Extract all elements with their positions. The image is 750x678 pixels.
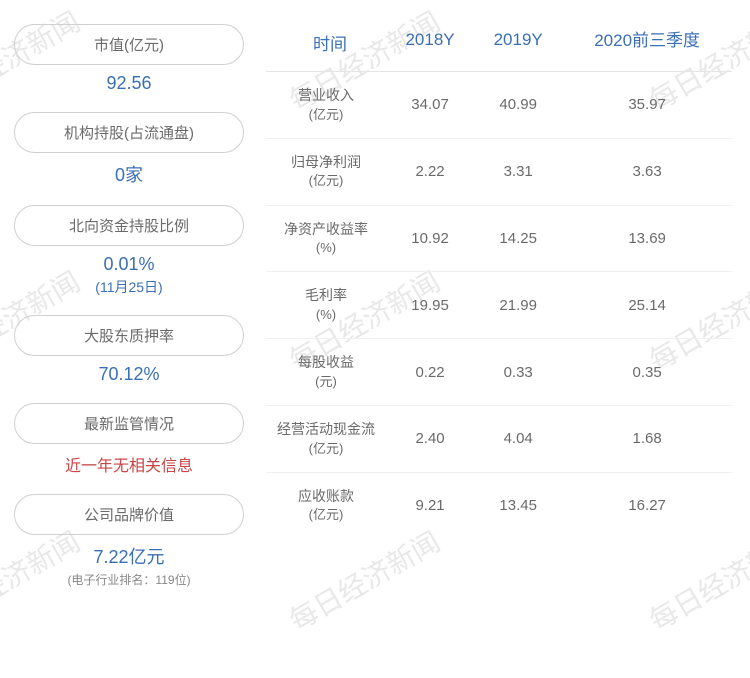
right-panel: 时间 2018Y 2019Y 2020前三季度 营业收入(亿元) 34.07 4…	[258, 18, 732, 660]
market-cap-label: 市值(亿元)	[14, 24, 244, 65]
table-row: 营业收入(亿元) 34.07 40.99 35.97	[266, 72, 732, 139]
value-cell: 3.63	[562, 138, 732, 205]
metric-cell: 应收账款(亿元)	[266, 472, 386, 538]
inst-holding-value: 0家	[14, 161, 244, 187]
metric-cell: 每股收益(元)	[266, 339, 386, 406]
metric-name: 毛利率	[272, 286, 380, 306]
metric-unit: (%)	[272, 239, 380, 257]
left-panel: 市值(亿元) 92.56 机构持股(占流通盘) 0家 北向资金持股比例 0.01…	[0, 18, 258, 660]
northbound-number: 0.01%	[14, 254, 244, 275]
market-cap-number: 92.56	[14, 73, 244, 94]
table-row: 经营活动现金流(亿元) 2.40 4.04 1.68	[266, 405, 732, 472]
metric-cell: 营业收入(亿元)	[266, 72, 386, 139]
table-row: 每股收益(元) 0.22 0.33 0.35	[266, 339, 732, 406]
metric-unit: (元)	[272, 373, 380, 391]
col-2018: 2018Y	[386, 18, 474, 72]
regulation-text: 近一年无相关信息	[14, 452, 244, 476]
value-cell: 25.14	[562, 272, 732, 339]
value-cell: 13.45	[474, 472, 562, 538]
metric-name: 净资产收益率	[272, 220, 380, 240]
main-container: 市值(亿元) 92.56 机构持股(占流通盘) 0家 北向资金持股比例 0.01…	[0, 0, 750, 678]
col-2020q3: 2020前三季度	[562, 18, 732, 72]
metric-unit: (亿元)	[272, 172, 380, 190]
value-cell: 0.33	[474, 339, 562, 406]
metric-unit: (亿元)	[272, 506, 380, 524]
pledge-value: 70.12%	[14, 364, 244, 385]
value-cell: 10.92	[386, 205, 474, 272]
col-time: 时间	[266, 18, 386, 72]
metric-name: 归母净利润	[272, 153, 380, 173]
metric-cell: 经营活动现金流(亿元)	[266, 405, 386, 472]
value-cell: 35.97	[562, 72, 732, 139]
value-cell: 19.95	[386, 272, 474, 339]
value-cell: 2.40	[386, 405, 474, 472]
value-cell: 14.25	[474, 205, 562, 272]
northbound-label: 北向资金持股比例	[14, 205, 244, 246]
col-2019: 2019Y	[474, 18, 562, 72]
metric-cell: 净资产收益率(%)	[266, 205, 386, 272]
brand-value: 7.22亿元 (电子行业排名：119位)	[14, 543, 244, 588]
pledge-number: 70.12%	[14, 364, 244, 385]
financials-table: 时间 2018Y 2019Y 2020前三季度 营业收入(亿元) 34.07 4…	[266, 18, 732, 538]
table-row: 毛利率(%) 19.95 21.99 25.14	[266, 272, 732, 339]
brand-number: 7.22亿元	[14, 543, 244, 569]
value-cell: 40.99	[474, 72, 562, 139]
brand-rank: (电子行业排名：119位)	[14, 571, 244, 588]
northbound-value: 0.01% (11月25日)	[14, 254, 244, 297]
value-cell: 13.69	[562, 205, 732, 272]
metric-name: 营业收入	[272, 86, 380, 106]
value-cell: 16.27	[562, 472, 732, 538]
value-cell: 0.22	[386, 339, 474, 406]
value-cell: 21.99	[474, 272, 562, 339]
value-cell: 3.31	[474, 138, 562, 205]
metric-unit: (%)	[272, 306, 380, 324]
value-cell: 9.21	[386, 472, 474, 538]
inst-holding-number: 0家	[14, 161, 244, 187]
market-cap-value: 92.56	[14, 73, 244, 94]
regulation-label: 最新监管情况	[14, 403, 244, 444]
regulation-value: 近一年无相关信息	[14, 452, 244, 476]
inst-holding-label: 机构持股(占流通盘)	[14, 112, 244, 153]
metric-unit: (亿元)	[272, 106, 380, 124]
table-row: 净资产收益率(%) 10.92 14.25 13.69	[266, 205, 732, 272]
metric-cell: 归母净利润(亿元)	[266, 138, 386, 205]
metric-cell: 毛利率(%)	[266, 272, 386, 339]
pledge-label: 大股东质押率	[14, 315, 244, 356]
value-cell: 0.35	[562, 339, 732, 406]
metric-name: 应收账款	[272, 487, 380, 507]
value-cell: 1.68	[562, 405, 732, 472]
metric-name: 经营活动现金流	[272, 420, 380, 440]
table-row: 应收账款(亿元) 9.21 13.45 16.27	[266, 472, 732, 538]
metric-name: 每股收益	[272, 353, 380, 373]
value-cell: 2.22	[386, 138, 474, 205]
table-body: 营业收入(亿元) 34.07 40.99 35.97 归母净利润(亿元) 2.2…	[266, 72, 732, 539]
value-cell: 4.04	[474, 405, 562, 472]
northbound-date: (11月25日)	[14, 277, 244, 297]
value-cell: 34.07	[386, 72, 474, 139]
table-row: 归母净利润(亿元) 2.22 3.31 3.63	[266, 138, 732, 205]
brand-label: 公司品牌价值	[14, 494, 244, 535]
table-header-row: 时间 2018Y 2019Y 2020前三季度	[266, 18, 732, 72]
metric-unit: (亿元)	[272, 440, 380, 458]
